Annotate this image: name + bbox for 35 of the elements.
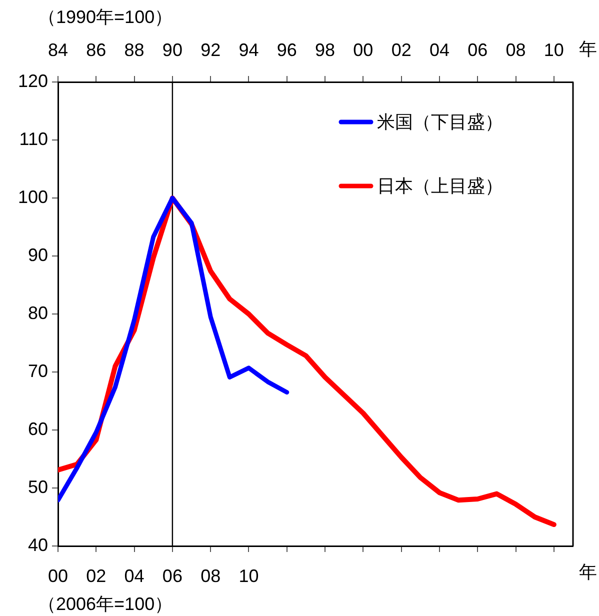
x-tick-label: 10 [238,566,259,586]
y-tick-label: 40 [28,534,48,555]
x2-tick-label: 08 [506,40,526,60]
legend-label: 日本（上目盛） [377,176,503,196]
x2-tick-label: 88 [124,40,144,60]
x-axis-title: 年 [579,562,597,582]
x2-tick-label: 90 [162,40,182,60]
text: （1990年=100） [38,6,173,27]
x-tick-label: 00 [48,566,68,586]
x2-tick-label: 96 [276,40,297,60]
x2-tick-label: 00 [353,40,374,60]
x-tick-label: 02 [86,566,106,586]
y-tick-label: 110 [19,128,48,149]
x-tick-label: 06 [162,566,182,586]
x-tick-label: 08 [200,566,221,586]
x2-tick-label: 84 [48,40,68,60]
x2-tick-label: 04 [429,40,450,60]
y-tick-label: 80 [28,302,48,323]
text: （2006年=100） [38,594,173,614]
y-tick-label: 50 [28,476,48,497]
x2-tick-label: 10 [544,40,564,60]
legend-label: 米国（下目盛） [377,112,503,132]
x2-axis-title: 年 [579,38,597,59]
y-tick-label: 100 [18,186,48,207]
x2-tick-label: 06 [468,40,488,60]
y-tick-label: 70 [28,360,48,381]
x2-tick-label: 94 [238,40,259,60]
x2-tick-label: 98 [315,40,336,60]
y-tick-label: 120 [18,70,48,91]
x2-tick-label: 92 [200,40,221,60]
x-tick-label: 04 [124,566,144,586]
y-tick-label: 60 [28,418,48,439]
x2-tick-label: 02 [391,40,412,60]
x2-tick-label: 86 [86,40,106,60]
y-tick-label: 90 [28,244,48,265]
